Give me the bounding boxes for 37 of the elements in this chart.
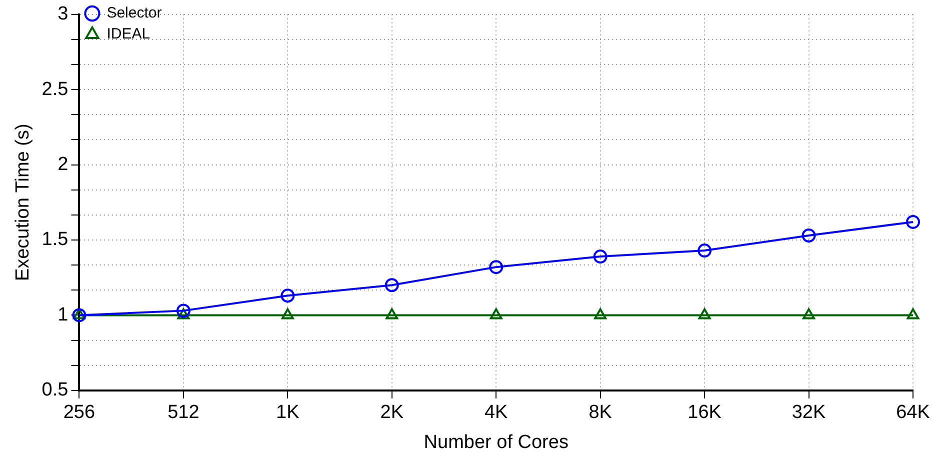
legend-label: IDEAL	[106, 26, 150, 43]
y-tick-label: 2	[58, 154, 68, 176]
point	[281, 308, 294, 320]
point	[73, 308, 86, 320]
x-tick-label: 1K	[276, 402, 300, 424]
y-axis-title: Execution Time (s)	[12, 124, 34, 282]
point	[594, 308, 607, 320]
point	[280, 288, 295, 303]
point	[593, 250, 608, 264]
point	[906, 308, 920, 320]
x-tick-label: 8K	[588, 402, 612, 424]
y-tick-label: 2.5	[42, 78, 68, 100]
point	[384, 278, 399, 292]
x-tick-label: 2K	[380, 402, 404, 424]
y-tick-label: 3	[58, 4, 68, 25]
x-tick-label: 32K	[792, 402, 826, 424]
point	[698, 244, 712, 258]
point	[802, 308, 815, 320]
point	[489, 260, 504, 274]
point	[698, 308, 711, 320]
x-tick-label: 512	[168, 402, 200, 424]
point	[490, 308, 502, 320]
x-tick-label: 4K	[484, 402, 508, 424]
point	[176, 304, 190, 318]
y-tick-label: 1	[58, 304, 68, 326]
point	[802, 228, 816, 242]
x-tick-label: 64K	[896, 402, 930, 424]
point	[72, 308, 86, 322]
x-tick-label: 16K	[688, 402, 722, 424]
x-tick-label: 256	[63, 402, 96, 424]
point	[386, 308, 398, 320]
y-tick-label: 0.5	[42, 380, 68, 401]
point	[177, 308, 190, 320]
y-tick-label: 1.5	[42, 229, 68, 250]
legend-label: Selector	[106, 4, 162, 22]
x-axis-title: Number of Cores	[424, 432, 568, 453]
point	[906, 214, 920, 229]
